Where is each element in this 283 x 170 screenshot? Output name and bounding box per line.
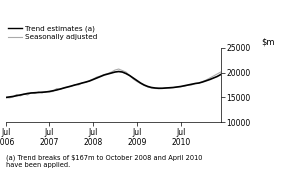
- Legend: Trend estimates (a), Seasonally adjusted: Trend estimates (a), Seasonally adjusted: [5, 23, 100, 43]
- Text: (a) Trend breaks of $167m to October 2008 and April 2010
have been applied.: (a) Trend breaks of $167m to October 200…: [6, 155, 202, 168]
- Y-axis label: $m: $m: [261, 37, 275, 46]
